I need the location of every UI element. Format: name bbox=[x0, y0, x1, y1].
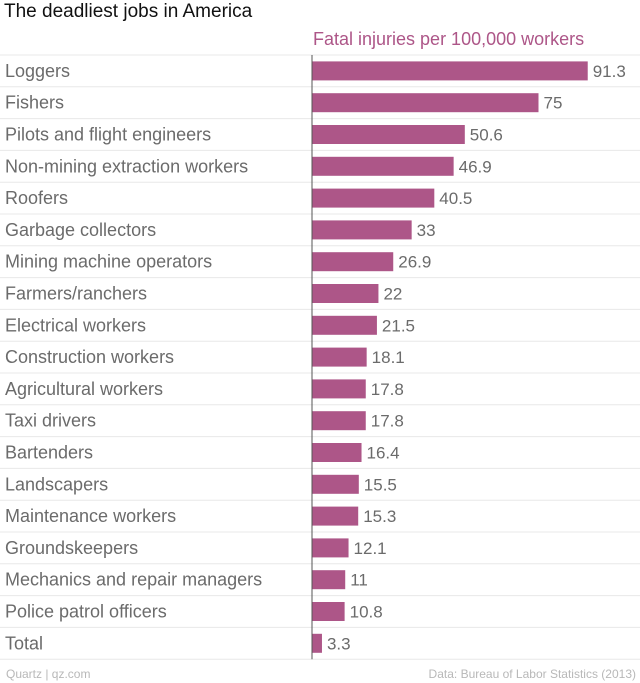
category-label: Farmers/ranchers bbox=[5, 284, 147, 304]
bar bbox=[312, 570, 346, 590]
category-label: Mining machine operators bbox=[5, 252, 212, 272]
bar bbox=[312, 61, 588, 81]
category-label: Roofers bbox=[5, 188, 68, 208]
category-label: Total bbox=[5, 633, 43, 653]
bar bbox=[312, 252, 394, 272]
chart-subtitle: Fatal injuries per 100,000 workers bbox=[313, 29, 585, 49]
bar bbox=[312, 284, 379, 303]
value-label: 50.6 bbox=[470, 126, 503, 145]
category-label: Landscapers bbox=[5, 474, 108, 494]
category-label: Loggers bbox=[5, 61, 70, 81]
value-label: 40.5 bbox=[439, 189, 472, 208]
bar bbox=[312, 379, 366, 399]
category-label: Agricultural workers bbox=[5, 379, 163, 399]
bar bbox=[312, 474, 359, 494]
value-label: 10.8 bbox=[350, 603, 383, 622]
footer-credit: Quartz | qz.com bbox=[6, 667, 91, 681]
value-label: 17.8 bbox=[371, 380, 404, 399]
bar bbox=[312, 188, 435, 208]
category-label: Non-mining extraction workers bbox=[5, 156, 248, 176]
bar bbox=[312, 93, 539, 113]
value-label: 3.3 bbox=[327, 634, 351, 653]
value-label: 16.4 bbox=[367, 444, 400, 463]
bar bbox=[312, 633, 322, 653]
value-label: 15.5 bbox=[364, 475, 397, 494]
footer-source: Data: Bureau of Labor Statistics (2013) bbox=[428, 667, 636, 681]
bar bbox=[312, 125, 465, 144]
bar bbox=[312, 315, 377, 335]
bar bbox=[312, 602, 345, 621]
category-label: Construction workers bbox=[5, 347, 174, 367]
bar bbox=[312, 538, 349, 558]
bar bbox=[312, 443, 362, 462]
value-label: 12.1 bbox=[354, 539, 387, 558]
value-label: 75 bbox=[544, 94, 563, 113]
value-label: 33 bbox=[417, 221, 436, 240]
bar bbox=[312, 156, 454, 176]
category-label: Taxi drivers bbox=[5, 411, 96, 431]
chart-title: The deadliest jobs in America bbox=[4, 1, 253, 22]
value-label: 18.1 bbox=[372, 348, 405, 367]
value-label: 11 bbox=[350, 571, 368, 590]
bar bbox=[312, 411, 366, 431]
value-label: 15.3 bbox=[363, 507, 396, 526]
category-label: Police patrol officers bbox=[5, 602, 167, 622]
bar bbox=[312, 347, 367, 367]
category-label: Garbage collectors bbox=[5, 220, 156, 240]
category-label: Mechanics and repair managers bbox=[5, 570, 262, 590]
category-label: Pilots and flight engineers bbox=[5, 125, 211, 145]
category-label: Fishers bbox=[5, 93, 64, 113]
value-label: 46.9 bbox=[459, 157, 492, 176]
category-label: Electrical workers bbox=[5, 315, 146, 335]
bar bbox=[312, 220, 412, 240]
bar bbox=[312, 506, 359, 526]
value-label: 26.9 bbox=[398, 253, 431, 272]
value-label: 91.3 bbox=[593, 62, 626, 81]
category-label: Bartenders bbox=[5, 443, 93, 463]
value-label: 22 bbox=[383, 285, 402, 304]
value-label: 17.8 bbox=[371, 412, 404, 431]
value-label: 21.5 bbox=[382, 316, 415, 335]
category-label: Maintenance workers bbox=[5, 506, 176, 526]
category-label: Groundskeepers bbox=[5, 538, 138, 558]
